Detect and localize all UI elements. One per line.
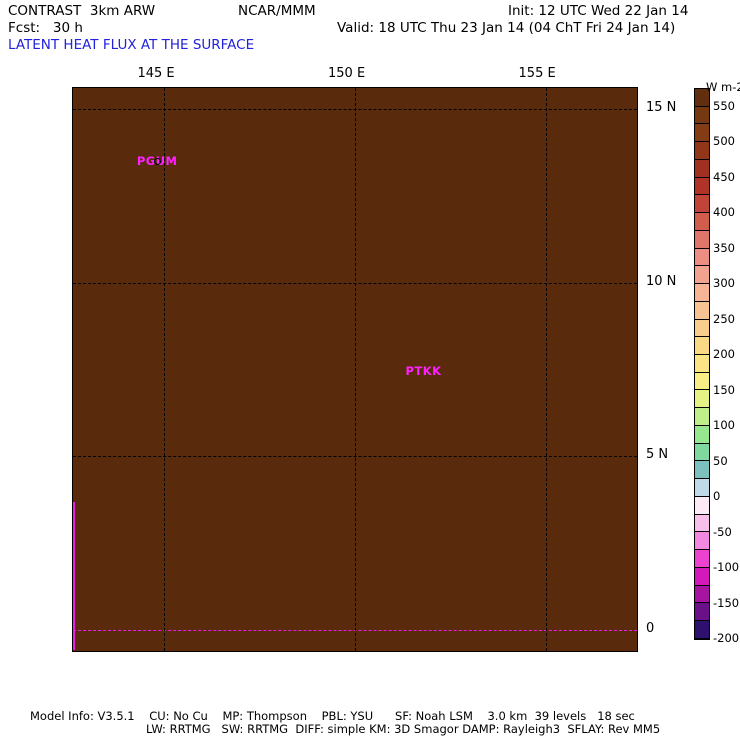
colorbar-segment [695, 89, 709, 107]
colorbar-tick--150: -150 [713, 595, 740, 610]
colorbar-tick-250: 250 [713, 311, 735, 326]
valid-time-label: Valid: 18 UTC Thu 23 Jan 14 (04 ChT Fri … [337, 20, 676, 36]
colorbar-segment [695, 550, 709, 568]
colorbar-segment [695, 177, 709, 196]
colorbar-segment [695, 585, 709, 604]
colorbar-tick-0: 0 [713, 489, 721, 504]
colorbar-segment [695, 390, 709, 409]
colorbar-segment [695, 355, 709, 373]
colorbar-segment [695, 230, 709, 249]
colorbar-segment [695, 266, 709, 285]
colorbar-tick-350: 350 [713, 240, 735, 255]
colorbar-tick--50: -50 [713, 524, 732, 539]
colorbar-segment [695, 319, 709, 338]
model-label: CONTRAST 3km ARW [8, 3, 156, 19]
colorbar-tick-150: 150 [713, 382, 735, 397]
model-info-line-1: Model Info: V3.5.1 CU: No Cu MP: Thompso… [30, 709, 635, 723]
colorbar-segment [695, 461, 709, 480]
colorbar-segment [695, 372, 709, 391]
lon-tick-label-150: 150 E [328, 66, 366, 81]
lat-tick-label-15: 15 N [646, 99, 677, 115]
station-label-PTKK: PTKK [405, 364, 442, 379]
colorbar-tick-50: 50 [713, 453, 728, 468]
colorbar-tick-100: 100 [713, 418, 735, 433]
lat-tick-label-5: 5 N [646, 447, 669, 463]
colorbar-segment [695, 284, 709, 302]
field-title: LATENT HEAT FLUX AT THE SURFACE [8, 37, 255, 53]
colorbar-segment [695, 514, 709, 533]
colorbar [694, 88, 710, 640]
colorbar-segment [695, 124, 709, 143]
latent-heat-flux-field [73, 88, 637, 651]
colorbar-tick--100: -100 [713, 560, 740, 575]
colorbar-segment [695, 479, 709, 497]
colorbar-segment [695, 603, 709, 622]
colorbar-tick-550: 550 [713, 98, 735, 113]
init-time-label: Init: 12 UTC Wed 22 Jan 14 [508, 3, 689, 19]
colorbar-segment [695, 496, 709, 515]
colorbar-segment [695, 142, 709, 160]
colorbar-segment [695, 337, 709, 356]
colorbar-segment [695, 567, 709, 586]
colorbar-tick-500: 500 [713, 134, 735, 149]
model-info-line-2: LW: RRTMG SW: RRTMG DIFF: simple KM: 3D … [146, 722, 661, 736]
colorbar-segment [695, 159, 709, 178]
lon-tick-label-155: 155 E [518, 66, 556, 81]
colorbar-tick-200: 200 [713, 347, 735, 362]
colorbar-unit-label: W m-2 [706, 80, 740, 94]
colorbar-segment [695, 443, 709, 462]
map-frame: PGUM PTKK [72, 87, 638, 652]
colorbar-segment [695, 248, 709, 267]
colorbar-segment [695, 425, 709, 444]
colorbar-segment [695, 408, 709, 426]
colorbar-tick--200: -200 [713, 631, 740, 645]
lat-tick-label-0: 0 [646, 621, 655, 637]
center-label: NCAR/MMM [238, 3, 316, 19]
lon-tick-label-145: 145 E [137, 66, 175, 81]
station-marker-PGUM [153, 157, 161, 165]
forecast-hour-label: Fcst: 30 h [8, 20, 83, 36]
colorbar-segment [695, 621, 709, 639]
colorbar-segment [695, 195, 709, 214]
lat-tick-label-10: 10 N [646, 273, 677, 289]
colorbar-segment [695, 301, 709, 320]
map-panel: PGUM PTKK [72, 87, 638, 652]
colorbar-segment [695, 106, 709, 125]
colorbar-tick-400: 400 [713, 205, 735, 220]
colorbar-tick-450: 450 [713, 169, 735, 184]
colorbar-tick-300: 300 [713, 276, 735, 291]
colorbar-segment [695, 213, 709, 231]
colorbar-segment [695, 532, 709, 551]
